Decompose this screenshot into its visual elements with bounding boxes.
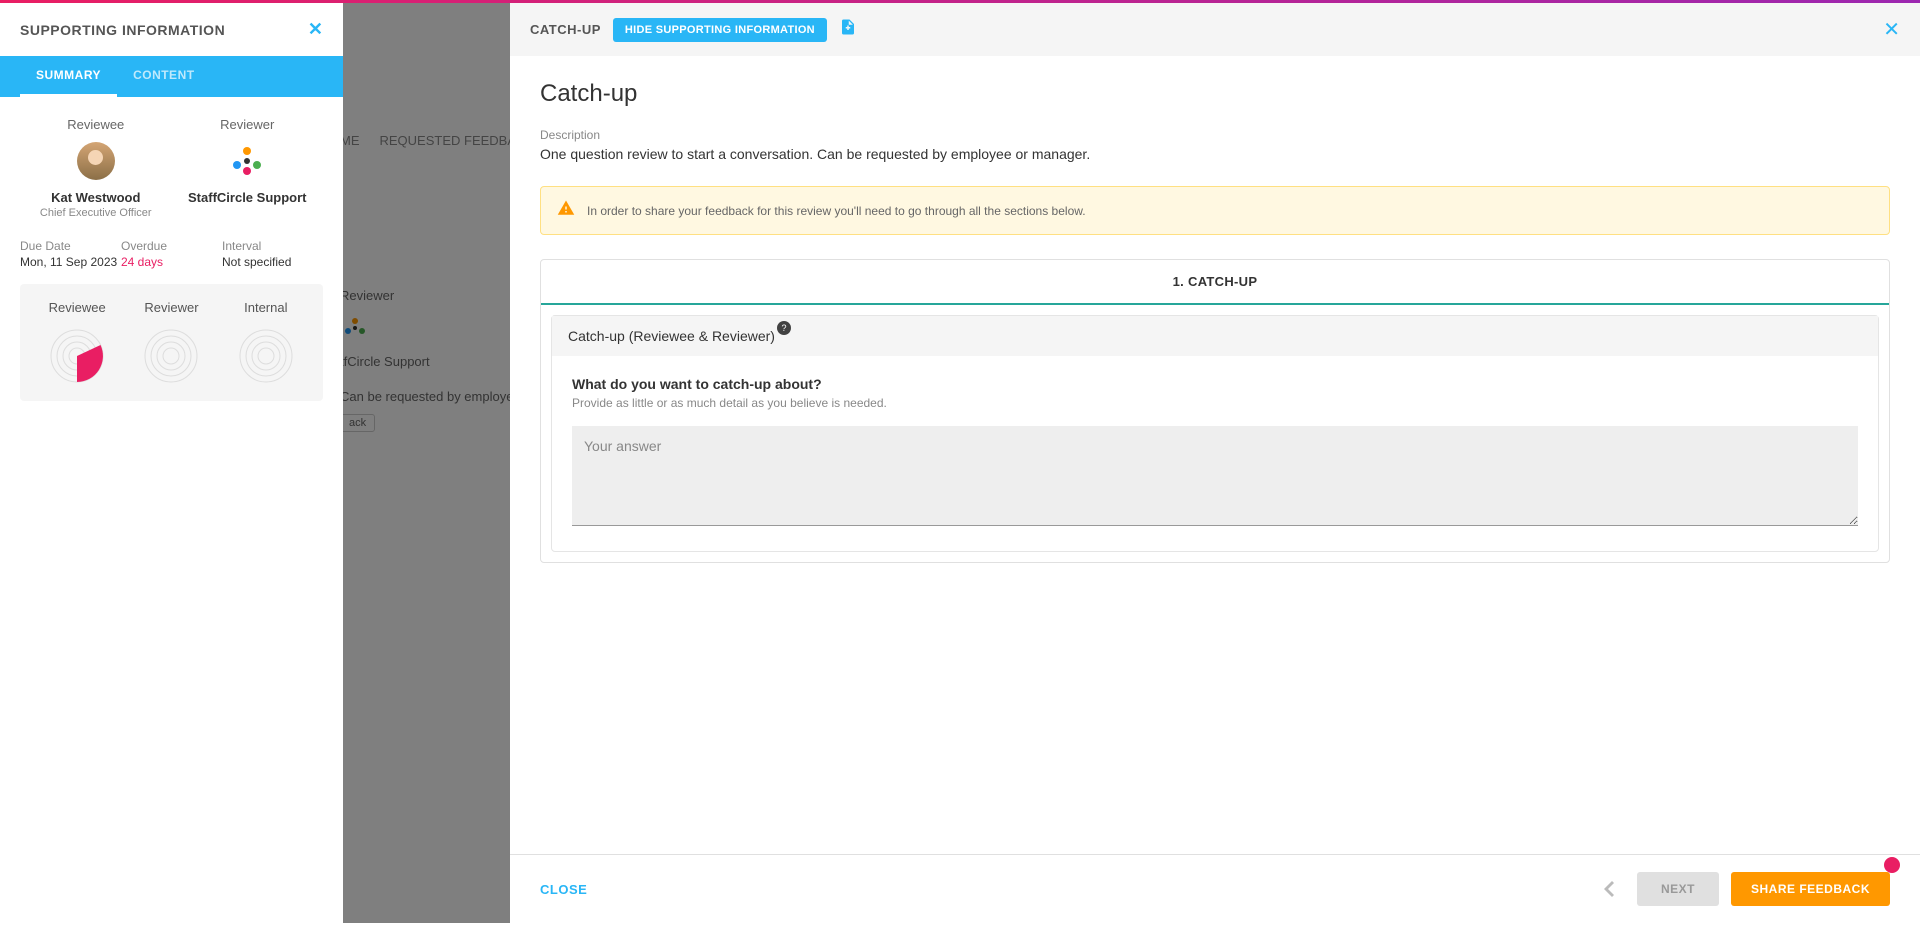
reviewee-name: Kat Westwood [20,190,172,205]
progress-internal-circle [237,327,295,385]
overdue-label: Overdue [121,239,222,253]
progress-internal-label: Internal [219,300,313,315]
overdue-value: 24 days [121,255,222,269]
warning-icon [557,199,575,222]
interval-label: Interval [222,239,323,253]
reviewee-role: Chief Executive Officer [20,207,172,219]
due-date-block: Due Date Mon, 11 Sep 2023 [20,239,121,269]
next-button[interactable]: NEXT [1637,872,1719,906]
catch-up-panel: CATCH-UP HIDE SUPPORTING INFORMATION ✕ C… [510,3,1920,923]
progress-reviewer: Reviewer [124,300,218,385]
left-panel-body: Reviewee Kat Westwood Chief Executive Of… [0,97,343,421]
question-header: Catch-up (Reviewee & Reviewer) ? [552,316,1878,356]
left-tabs: SUMMARY CONTENT [0,56,343,97]
interval-value: Not specified [222,255,323,269]
due-date-label: Due Date [20,239,121,253]
help-icon[interactable]: ? [777,321,791,335]
progress-reviewee-label: Reviewee [30,300,124,315]
progress-internal: Internal [219,300,313,385]
question-card: Catch-up (Reviewee & Reviewer) ? What do… [551,315,1879,552]
reviewer-block: Reviewer StaffCircle Support [172,117,324,219]
tab-summary[interactable]: SUMMARY [20,56,117,97]
alert-banner: In order to share your feedback for this… [540,186,1890,235]
progress-reviewer-label: Reviewer [124,300,218,315]
people-row: Reviewee Kat Westwood Chief Executive Of… [20,117,323,219]
description-label: Description [540,128,1890,142]
reviewer-avatar [228,142,266,180]
question-hint: Provide as little or as much detail as y… [572,396,1858,410]
reviewee-block: Reviewee Kat Westwood Chief Executive Of… [20,117,172,219]
left-panel-header: SUPPORTING INFORMATION ✕ [0,3,343,56]
reviewee-label: Reviewee [20,117,172,132]
share-feedback-button[interactable]: SHARE FEEDBACK [1731,872,1890,906]
hide-supporting-info-button[interactable]: HIDE SUPPORTING INFORMATION [613,18,827,42]
tab-content[interactable]: CONTENT [117,56,211,97]
right-header-title: CATCH-UP [530,22,601,37]
progress-card: Reviewee Reviewer [20,284,323,401]
section-card: 1. CATCH-UP Catch-up (Reviewee & Reviewe… [540,259,1890,563]
page-title: Catch-up [540,80,1890,108]
staff-circle-logo-icon [229,143,265,179]
question-title: What do you want to catch-up about? [572,376,1858,392]
close-icon[interactable]: ✕ [1883,17,1900,42]
progress-reviewee: Reviewee [30,300,124,385]
answer-input[interactable] [572,426,1858,526]
overdue-block: Overdue 24 days [121,239,222,269]
interval-block: Interval Not specified [222,239,323,269]
close-button[interactable]: CLOSE [540,882,587,897]
progress-reviewee-circle [48,327,106,385]
reviewer-label: Reviewer [172,117,324,132]
reviewer-name: StaffCircle Support [172,190,324,205]
section-inner: Catch-up (Reviewee & Reviewer) ? What do… [541,305,1889,562]
supporting-info-panel: SUPPORTING INFORMATION ✕ SUMMARY CONTENT… [0,3,343,923]
notification-indicator[interactable] [1884,857,1900,873]
right-panel-header: CATCH-UP HIDE SUPPORTING INFORMATION ✕ [510,3,1920,56]
prev-button[interactable] [1593,871,1625,907]
right-panel-footer: CLOSE NEXT SHARE FEEDBACK [510,854,1920,923]
description-text: One question review to start a conversat… [540,146,1890,162]
meta-row: Due Date Mon, 11 Sep 2023 Overdue 24 day… [20,239,323,284]
close-icon[interactable]: ✕ [308,19,323,40]
progress-reviewer-circle [142,327,200,385]
pdf-export-icon[interactable] [839,18,857,41]
question-header-text: Catch-up (Reviewee & Reviewer) [568,328,775,344]
left-panel-title: SUPPORTING INFORMATION [20,22,225,38]
alert-text: In order to share your feedback for this… [587,204,1086,218]
question-body: What do you want to catch-up about? Prov… [552,356,1878,551]
section-header: 1. CATCH-UP [541,260,1889,305]
reviewee-avatar [77,142,115,180]
due-date-value: Mon, 11 Sep 2023 [20,255,121,269]
right-panel-body: Catch-up Description One question review… [510,56,1920,854]
